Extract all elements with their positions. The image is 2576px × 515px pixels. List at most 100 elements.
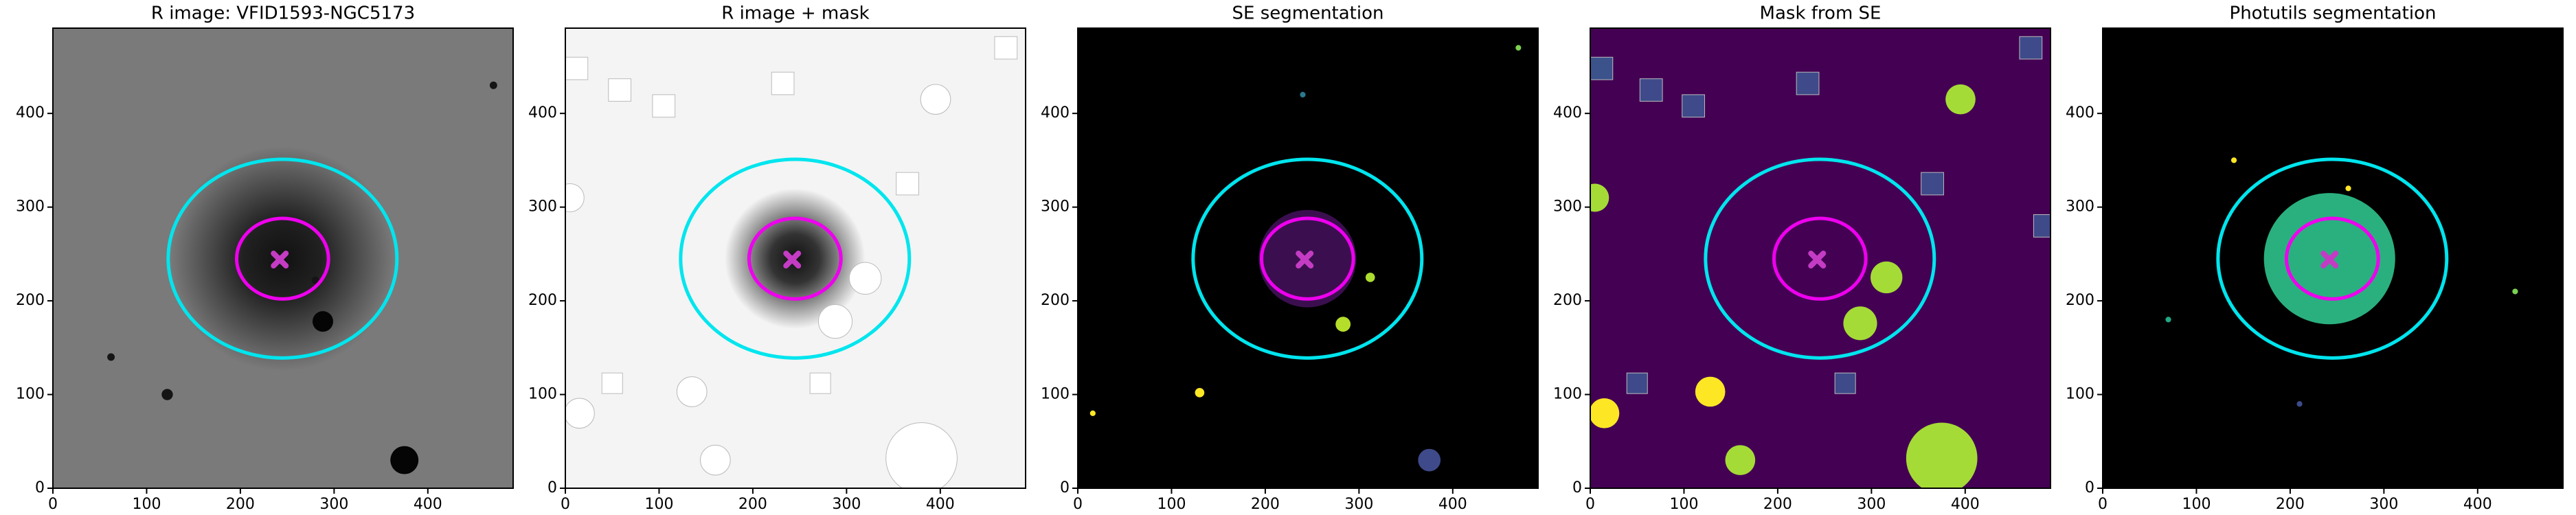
- x-tick-label: 200: [1763, 496, 1792, 513]
- panel-title: SE segmentation: [1232, 3, 1384, 24]
- mask-square: [1590, 56, 1614, 80]
- y-tick-label: 0: [1572, 479, 1582, 496]
- axes-frame: [1077, 27, 1539, 489]
- source: [161, 389, 173, 400]
- mask-square: [1626, 372, 1648, 394]
- y-tick-label: 200: [1553, 292, 1582, 309]
- x-tick-label: 300: [319, 496, 348, 513]
- axes-frame: [1590, 27, 2051, 489]
- aperture-ellipse: [2284, 216, 2380, 301]
- y-tick-label: 100: [16, 386, 45, 403]
- x-tick-label: 200: [2276, 496, 2305, 513]
- axes-frame: [52, 27, 514, 489]
- center-marker: [2320, 251, 2339, 269]
- source: [311, 276, 319, 284]
- x-tick-label: 200: [738, 496, 767, 513]
- x-tick-label: 100: [132, 496, 161, 513]
- image-area: [565, 28, 1026, 488]
- mask-square: [601, 372, 623, 394]
- x-tick-label: 200: [1251, 496, 1280, 513]
- source: [1418, 448, 1441, 472]
- panel-title: R image + mask: [721, 3, 870, 24]
- axes-frame: [2102, 27, 2564, 489]
- aperture-ellipse: [1259, 216, 1355, 301]
- x-tick-label: 400: [926, 496, 955, 513]
- y-tick-label: 0: [2085, 479, 2094, 496]
- y-tick-label: 300: [528, 198, 557, 216]
- y-tick-label: 300: [16, 198, 45, 216]
- source: [1725, 445, 1756, 475]
- source: [2165, 317, 2171, 323]
- x-tick-label: 400: [1438, 496, 1467, 513]
- aperture-ellipse: [1704, 157, 1936, 360]
- source: [1515, 45, 1522, 51]
- y-tick-label: 0: [1060, 479, 1070, 496]
- source: [2230, 157, 2237, 163]
- source: [2296, 401, 2303, 407]
- x-tick-label: 400: [1951, 496, 1980, 513]
- mask-square: [565, 56, 589, 80]
- mask-square: [2033, 214, 2050, 238]
- panel-title: Photutils segmentation: [2230, 3, 2437, 24]
- y-tick-label: 300: [1041, 198, 1070, 216]
- center-marker: [783, 251, 802, 269]
- source: [1590, 183, 1609, 212]
- panel-title: R image: VFID1593-NGC5173: [151, 3, 415, 24]
- source: [1089, 410, 1096, 416]
- mask-square: [1682, 94, 1705, 118]
- source: [885, 422, 958, 488]
- x-tick-label: 100: [2182, 496, 2211, 513]
- mask-square: [2019, 36, 2043, 60]
- x-tick-label: 300: [832, 496, 861, 513]
- y-tick-label: 200: [2066, 292, 2094, 309]
- y-tick-label: 400: [16, 104, 45, 122]
- source: [1843, 306, 1877, 341]
- x-tick-label: 400: [414, 496, 442, 513]
- source: [1365, 273, 1375, 282]
- x-tick-label: 100: [1669, 496, 1698, 513]
- y-tick-label: 300: [1553, 198, 1582, 216]
- mask-square: [994, 36, 1018, 60]
- x-tick-label: 0: [561, 496, 570, 513]
- y-tick-label: 0: [35, 479, 45, 496]
- y-tick-label: 100: [2066, 386, 2094, 403]
- source: [1335, 317, 1351, 332]
- source: [848, 262, 882, 295]
- y-tick-label: 0: [547, 479, 557, 496]
- aperture-ellipse: [1191, 157, 1424, 360]
- aperture-ellipse: [679, 157, 912, 360]
- source: [676, 376, 708, 407]
- source: [1695, 376, 1726, 407]
- x-tick-label: 100: [644, 496, 673, 513]
- source: [2512, 288, 2518, 295]
- x-tick-label: 0: [1073, 496, 1083, 513]
- mask-square: [1639, 78, 1663, 102]
- image-area: [1078, 28, 1538, 488]
- image-area: [1590, 28, 2050, 488]
- center-marker: [1808, 251, 1827, 269]
- x-tick-label: 0: [2098, 496, 2108, 513]
- mask-square: [809, 372, 831, 394]
- source: [2345, 185, 2351, 192]
- mask-square: [1834, 372, 1856, 394]
- source: [920, 84, 951, 115]
- mask-square: [896, 172, 919, 196]
- y-tick-label: 200: [16, 292, 45, 309]
- axes-frame: [565, 27, 1026, 489]
- source: [699, 444, 731, 476]
- source: [107, 353, 115, 361]
- source: [1300, 91, 1306, 98]
- source: [565, 183, 585, 212]
- y-tick-label: 100: [1041, 386, 1070, 403]
- source: [565, 398, 595, 429]
- y-tick-label: 300: [2066, 198, 2094, 216]
- aperture-ellipse: [747, 216, 843, 301]
- y-tick-label: 400: [2066, 104, 2094, 122]
- y-tick-label: 100: [1553, 386, 1582, 403]
- y-tick-label: 400: [1041, 104, 1070, 122]
- x-tick-label: 300: [2369, 496, 2398, 513]
- source: [1945, 84, 1976, 115]
- mask-square: [1921, 172, 1944, 196]
